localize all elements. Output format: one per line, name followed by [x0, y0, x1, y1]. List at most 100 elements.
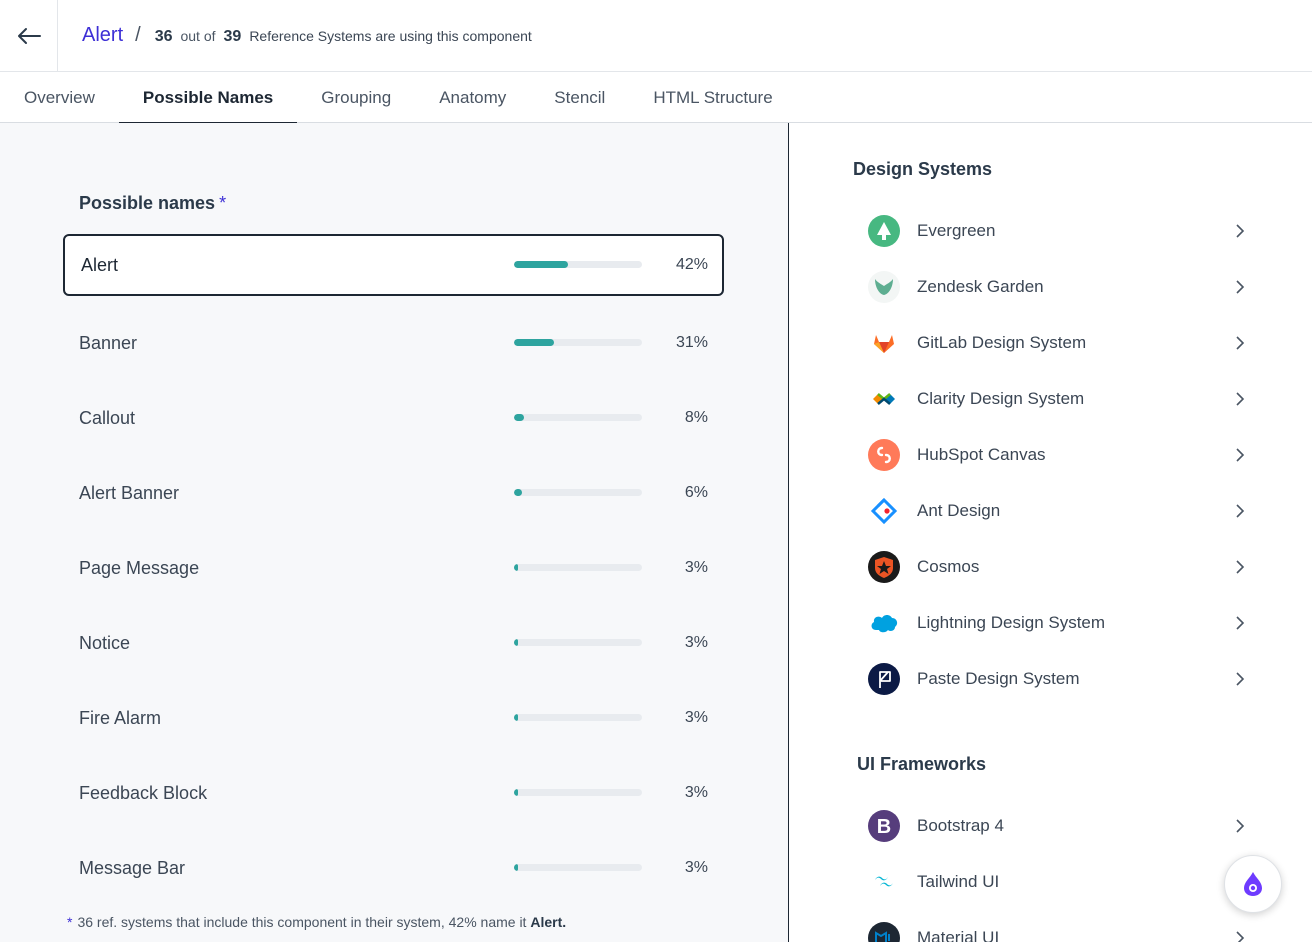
using-count: 36 [154, 28, 173, 45]
back-button[interactable] [0, 0, 58, 72]
system-name: Ant Design [917, 501, 1001, 520]
tab-overview[interactable]: Overview [24, 87, 95, 107]
chevron-right-icon [1236, 392, 1245, 406]
tab-grouping[interactable]: Grouping [321, 87, 392, 107]
paste-logo-icon [867, 662, 901, 696]
cosmos-logo-icon [867, 550, 901, 584]
usage-bar-fill [514, 789, 518, 796]
design-systems-title: Design Systems [853, 159, 993, 179]
framework-row-bootstrap[interactable]: B Bootstrap 4 [867, 806, 1247, 846]
usage-bar-fill [514, 864, 518, 871]
usage-bar [514, 639, 642, 646]
usage-percent: 3% [684, 784, 708, 801]
name-label: Message Bar [79, 857, 186, 878]
system-row-ant-design[interactable]: Ant Design [867, 491, 1247, 531]
name-label: Alert [81, 254, 119, 275]
tab-html-structure[interactable]: HTML Structure [653, 87, 773, 107]
component-name-link[interactable]: Alert [82, 24, 124, 46]
footnote-star: * [67, 914, 73, 930]
system-row-hubspot[interactable]: HubSpot Canvas [867, 435, 1247, 475]
system-name: Clarity Design System [917, 389, 1085, 408]
tab-bar: Overview Possible Names Grouping Anatomy… [0, 72, 1312, 124]
footnote-text: 36 ref. systems that include this compon… [77, 914, 527, 930]
usage-bar-fill [514, 339, 554, 346]
name-row-callout[interactable]: Callout 8% [63, 387, 724, 449]
material-ui-logo-icon [867, 921, 901, 942]
usage-bar-fill [514, 261, 568, 268]
system-name: GitLab Design System [917, 333, 1087, 352]
name-row-feedback-block[interactable]: Feedback Block 3% [63, 762, 724, 824]
system-row-zendesk-garden[interactable]: Zendesk Garden [867, 267, 1247, 307]
system-row-gitlab[interactable]: GitLab Design System [867, 323, 1247, 363]
usage-percent: 6% [684, 484, 708, 501]
reference-systems-panel: Design Systems Evergreen Zendesk Garden … [789, 123, 1312, 942]
chevron-right-icon [1236, 931, 1245, 942]
possible-names-title: Possible names * [79, 193, 226, 214]
usage-bar-fill [514, 714, 518, 721]
footnote: * 36 ref. systems that include this compo… [67, 914, 566, 930]
usage-bar-fill [514, 639, 518, 646]
tab-anatomy[interactable]: Anatomy [439, 87, 507, 107]
panel-divider [788, 123, 789, 942]
system-row-paste[interactable]: Paste Design System [867, 659, 1247, 699]
usage-percent: 3% [684, 859, 708, 876]
system-name: Cosmos [917, 557, 980, 576]
salesforce-logo-icon [867, 606, 901, 640]
clarity-logo-icon [867, 382, 901, 416]
tailwind-logo-icon [867, 865, 901, 899]
name-label: Fire Alarm [79, 707, 162, 728]
usage-bar [514, 339, 642, 346]
usage-bar-fill [514, 489, 522, 496]
usage-bar-fill [514, 414, 525, 421]
tab-possible-names[interactable]: Possible Names [118, 72, 298, 124]
chevron-right-icon [1236, 616, 1245, 630]
usage-bar [514, 489, 642, 496]
droplet-icon [1244, 872, 1262, 896]
required-star: * [219, 193, 227, 213]
framework-name: Bootstrap 4 [917, 816, 1004, 835]
usage-bar [514, 564, 642, 571]
system-row-lightning[interactable]: Lightning Design System [867, 603, 1247, 643]
usage-bar [514, 789, 642, 796]
system-name: Evergreen [917, 221, 996, 240]
name-row-alert-banner[interactable]: Alert Banner 6% [63, 462, 724, 524]
system-name: HubSpot Canvas [917, 445, 1046, 464]
gitlab-logo-icon [867, 326, 901, 360]
system-name: Paste Design System [917, 669, 1080, 688]
usage-percent: 3% [684, 634, 708, 651]
total-count: 39 [223, 28, 242, 45]
name-row-page-message[interactable]: Page Message 3% [63, 537, 724, 599]
name-row-fire-alarm[interactable]: Fire Alarm 3% [63, 687, 724, 749]
hubspot-logo-icon [867, 438, 901, 472]
name-row-banner[interactable]: Banner 31% [63, 312, 724, 374]
floating-help-button[interactable] [1224, 855, 1282, 913]
name-label: Alert Banner [79, 482, 180, 503]
ui-frameworks-title: UI Frameworks [857, 754, 987, 774]
usage-percent: 31% [675, 334, 708, 351]
chevron-right-icon [1236, 819, 1245, 833]
tab-stencil[interactable]: Stencil [554, 87, 606, 107]
evergreen-logo-icon [867, 214, 901, 248]
system-row-evergreen[interactable]: Evergreen [867, 211, 1247, 251]
name-row-notice[interactable]: Notice 3% [63, 612, 724, 674]
usage-bar [514, 714, 642, 721]
usage-bar [514, 414, 642, 421]
usage-description: Reference Systems are using this compone… [249, 28, 532, 44]
framework-row-tailwind[interactable]: Tailwind UI [867, 862, 1247, 902]
name-row-message-bar[interactable]: Message Bar 3% [63, 837, 724, 899]
framework-name: Tailwind UI [917, 872, 1000, 891]
usage-bar-fill [514, 564, 518, 571]
framework-name: Material UI [917, 928, 1000, 942]
top-header: Alert / 36 out of 39 Reference Systems a… [0, 0, 1312, 72]
usage-bar [514, 864, 642, 871]
chevron-right-icon [1236, 672, 1245, 686]
name-label: Page Message [79, 557, 200, 578]
name-label: Notice [79, 632, 131, 653]
chevron-right-icon [1236, 504, 1245, 518]
possible-names-panel: Possible names * Alert 42% Banner 31% Cal… [0, 123, 788, 942]
framework-row-material-ui[interactable]: Material UI [867, 918, 1247, 942]
system-row-clarity[interactable]: Clarity Design System [867, 379, 1247, 419]
name-row-alert[interactable]: Alert 42% [63, 234, 724, 296]
name-label: Callout [79, 407, 136, 428]
system-row-cosmos[interactable]: Cosmos [867, 547, 1247, 587]
